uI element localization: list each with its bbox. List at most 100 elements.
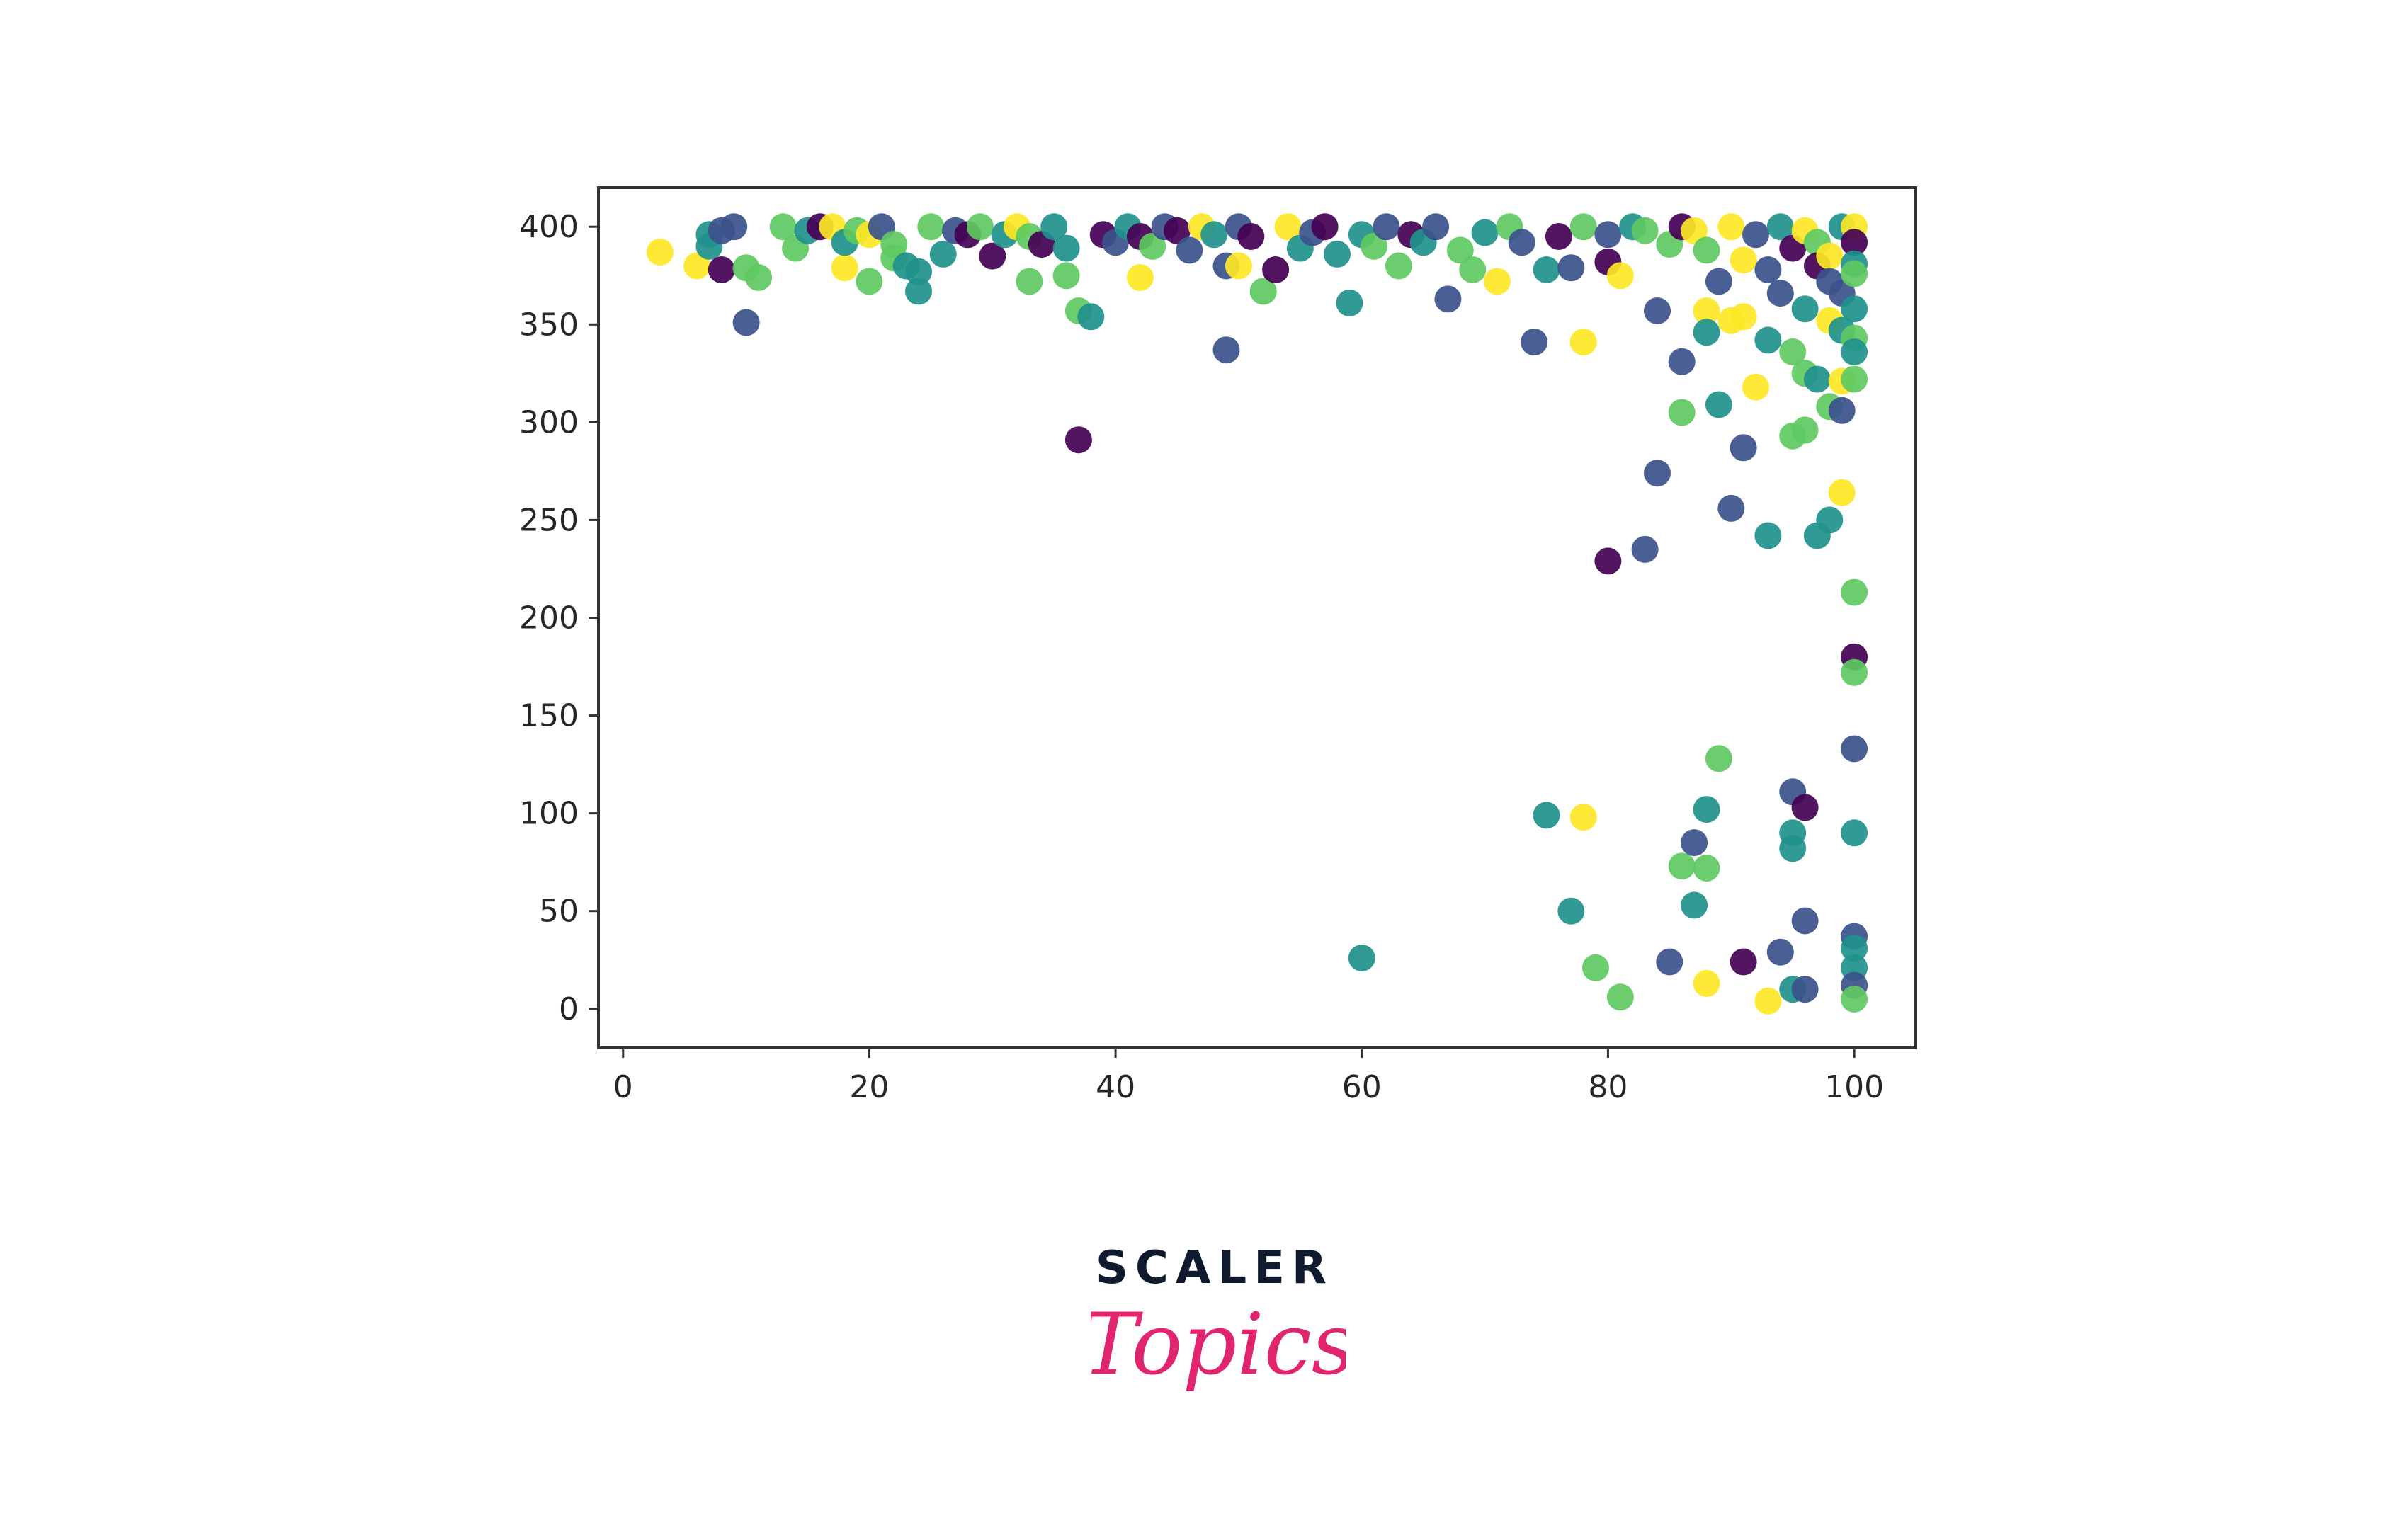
scatter-point bbox=[1841, 579, 1868, 606]
scatter-point bbox=[647, 239, 674, 266]
scatter-point bbox=[1176, 236, 1203, 263]
scatter-point bbox=[1841, 261, 1868, 287]
x-tick-label: 20 bbox=[849, 1069, 889, 1105]
y-tick-label: 100 bbox=[519, 796, 579, 832]
y-tick-label: 50 bbox=[539, 894, 579, 930]
scatter-point bbox=[1730, 246, 1757, 273]
scatter-point bbox=[1705, 268, 1732, 295]
data-points bbox=[647, 213, 1868, 1015]
scatter-point bbox=[1841, 295, 1868, 322]
scatter-point bbox=[1459, 256, 1486, 283]
scatter-point bbox=[1348, 945, 1375, 971]
scatter-point bbox=[1841, 366, 1868, 393]
scatter-point bbox=[1841, 736, 1868, 763]
scatter-point bbox=[1730, 434, 1757, 461]
y-tick-label: 300 bbox=[519, 404, 579, 440]
scatter-point bbox=[1570, 804, 1597, 831]
scatter-point bbox=[1841, 659, 1868, 686]
scatter-point bbox=[1792, 794, 1819, 821]
x-tick-label: 40 bbox=[1096, 1069, 1135, 1105]
scatter-point bbox=[1324, 241, 1351, 268]
scatter-point bbox=[1570, 329, 1597, 355]
scatter-point bbox=[1816, 506, 1843, 533]
y-tick-label: 400 bbox=[519, 209, 579, 245]
scatter-point bbox=[1693, 855, 1720, 882]
scatter-point bbox=[917, 213, 944, 240]
scatter-point bbox=[1557, 898, 1584, 925]
scatter-point bbox=[1754, 326, 1781, 353]
scatter-point bbox=[1693, 236, 1720, 263]
scatter-point bbox=[1570, 213, 1597, 240]
scatter-point bbox=[1077, 303, 1104, 330]
scatter-point bbox=[708, 256, 735, 283]
scatter-point bbox=[967, 213, 994, 240]
scatter-point bbox=[1656, 949, 1683, 976]
scatter-point bbox=[1730, 303, 1757, 330]
scatter-point bbox=[1373, 213, 1400, 240]
scatter-point bbox=[1644, 460, 1671, 486]
scatter-point bbox=[1065, 426, 1092, 453]
x-axis: 0 20 40 60 80 100 bbox=[613, 1048, 1884, 1105]
scatter-point bbox=[1754, 988, 1781, 1015]
scatter-point bbox=[1779, 835, 1806, 862]
scatter-point bbox=[1213, 336, 1240, 363]
scatter-point bbox=[1582, 954, 1609, 981]
scatter-point bbox=[1533, 256, 1560, 283]
scatter-point bbox=[1804, 366, 1831, 393]
scatter-point bbox=[1127, 264, 1154, 291]
scatter-point bbox=[1434, 285, 1461, 312]
scatter-point bbox=[1533, 802, 1560, 828]
scatter-point bbox=[905, 278, 932, 304]
scatter-point bbox=[1521, 329, 1547, 355]
scatter-point bbox=[1336, 290, 1363, 316]
scatter-point bbox=[1754, 523, 1781, 549]
scatter-point bbox=[745, 264, 772, 291]
scatter-point bbox=[1509, 229, 1535, 256]
y-tick-label: 350 bbox=[519, 307, 579, 343]
scatter-point bbox=[1644, 297, 1671, 324]
scatter-point bbox=[1742, 374, 1769, 401]
y-tick-label: 150 bbox=[519, 698, 579, 734]
y-tick-label: 200 bbox=[519, 600, 579, 637]
scatter-point bbox=[1841, 819, 1868, 846]
y-axis: 0 50 100 150 200 250 300 350 400 bbox=[519, 209, 598, 1027]
scatter-point bbox=[1632, 536, 1659, 563]
scatter-point bbox=[930, 241, 957, 268]
scatter-point bbox=[1422, 213, 1449, 240]
scatter-point bbox=[856, 268, 882, 295]
scatter-point bbox=[1693, 319, 1720, 346]
scatter-point bbox=[1742, 221, 1769, 248]
scatter-point bbox=[1717, 213, 1744, 240]
scatter-point bbox=[1053, 235, 1080, 262]
scatter-point bbox=[1632, 217, 1659, 244]
y-tick-label: 250 bbox=[519, 502, 579, 538]
scatter-point bbox=[1594, 221, 1621, 248]
x-tick-label: 60 bbox=[1342, 1069, 1382, 1105]
scatter-point bbox=[1607, 983, 1634, 1010]
scatter-point bbox=[1829, 397, 1856, 424]
scatter-point bbox=[1792, 295, 1819, 322]
scatter-point bbox=[1557, 254, 1584, 281]
scatter-point bbox=[1829, 479, 1856, 506]
scaler-topics-logo: SCALER Topics bbox=[1091, 1232, 1346, 1430]
scatter-point bbox=[1767, 939, 1794, 966]
scatter-point bbox=[1545, 223, 1572, 250]
x-tick-label: 80 bbox=[1588, 1069, 1628, 1105]
scatter-point bbox=[1237, 223, 1264, 250]
scatter-point bbox=[1730, 949, 1757, 976]
scatter-point bbox=[1669, 348, 1696, 375]
scatter-point bbox=[1385, 253, 1412, 280]
logo-brand-text: SCALER bbox=[1096, 1242, 1334, 1294]
scatter-point bbox=[1841, 338, 1868, 365]
scatter-point bbox=[1792, 976, 1819, 1003]
x-tick-label: 0 bbox=[613, 1069, 633, 1105]
scatter-point bbox=[1312, 213, 1339, 240]
scatter-point bbox=[1767, 280, 1794, 307]
scatter-point bbox=[1705, 392, 1732, 418]
scatter-point bbox=[1792, 908, 1819, 935]
scatter-point bbox=[1225, 253, 1252, 280]
scatter-point bbox=[1705, 745, 1732, 772]
scatter-point bbox=[1016, 268, 1043, 295]
scatter-point bbox=[1607, 262, 1634, 289]
scatter-point bbox=[1594, 547, 1621, 574]
